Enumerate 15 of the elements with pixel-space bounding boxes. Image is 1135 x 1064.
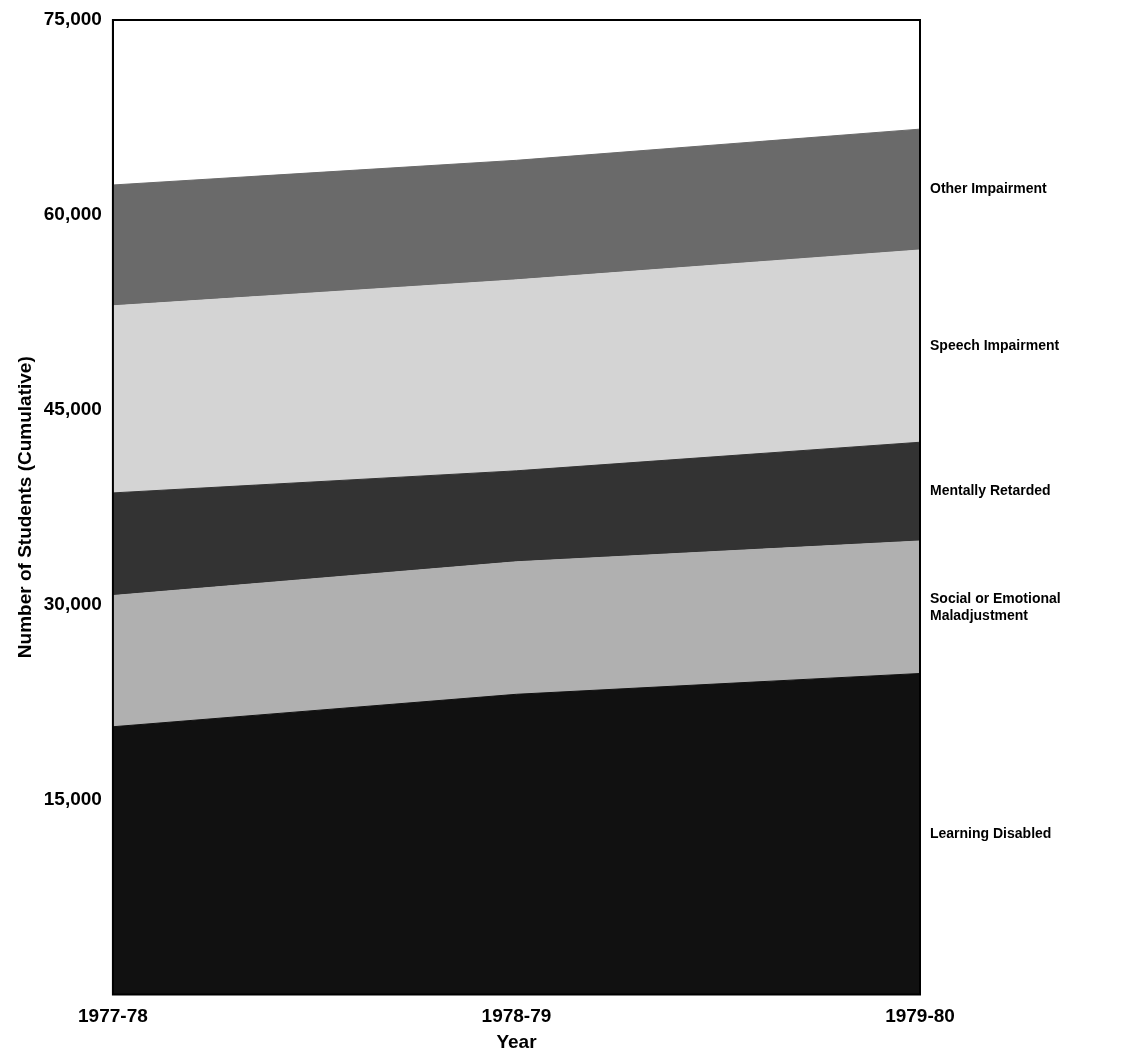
x-tick-label: 1977-78	[78, 1005, 148, 1027]
y-tick-label: 30,000	[43, 592, 102, 614]
y-axis-title: Number of Students (Cumulative)	[13, 356, 35, 659]
y-tick-label: 75,000	[43, 8, 102, 30]
x-axis-title: Year	[496, 1030, 538, 1052]
series-label: Other Impairment	[930, 180, 1048, 197]
y-tick-label: 60,000	[43, 203, 102, 225]
y-tick-label: 45,000	[43, 397, 102, 419]
series-label: Learning Disabled	[930, 824, 1052, 841]
y-tick-label: 15,000	[43, 787, 102, 809]
series-label: Speech Impairment	[930, 336, 1060, 353]
x-tick-label: 1978-79	[481, 1005, 552, 1027]
series-label: Social or Emotional Maladjustment	[930, 589, 1061, 623]
x-tick-label: 1979-80	[885, 1005, 955, 1027]
series-label: Mentally Retarded	[930, 482, 1051, 499]
